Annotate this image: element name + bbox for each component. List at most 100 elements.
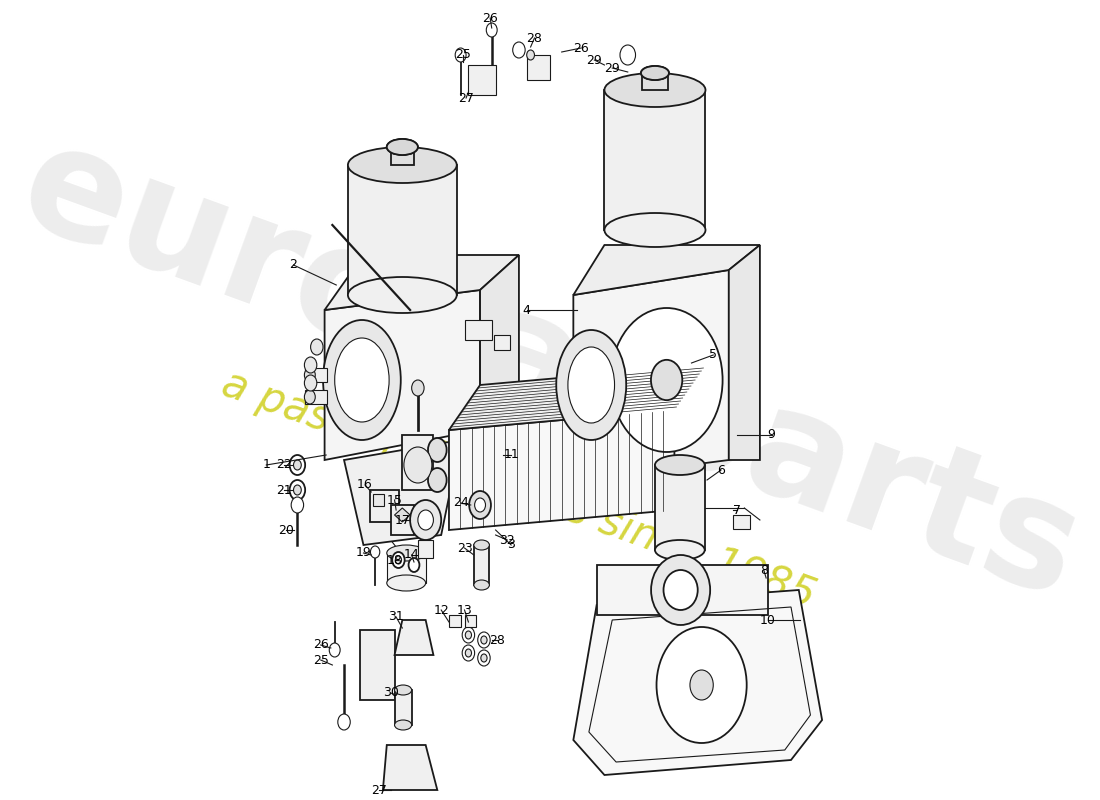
Circle shape <box>410 500 441 540</box>
Polygon shape <box>469 65 496 95</box>
Polygon shape <box>480 255 519 430</box>
Text: 24: 24 <box>453 497 469 510</box>
Bar <box>418 540 433 558</box>
Circle shape <box>428 438 447 462</box>
Circle shape <box>481 636 487 644</box>
Circle shape <box>481 654 487 662</box>
Circle shape <box>329 643 340 657</box>
Polygon shape <box>449 410 674 530</box>
Text: 4: 4 <box>522 303 530 317</box>
Polygon shape <box>729 245 760 460</box>
Ellipse shape <box>305 375 317 391</box>
Text: 31: 31 <box>388 610 404 623</box>
Bar <box>395 690 411 725</box>
Circle shape <box>474 498 485 512</box>
Circle shape <box>513 42 525 58</box>
Bar <box>464 615 476 627</box>
Polygon shape <box>383 745 438 790</box>
Circle shape <box>294 485 301 495</box>
Ellipse shape <box>663 570 697 610</box>
Bar <box>305 368 327 382</box>
Text: 16: 16 <box>358 478 373 491</box>
Circle shape <box>462 627 474 643</box>
Text: 23: 23 <box>456 542 472 554</box>
Polygon shape <box>527 55 550 80</box>
Bar <box>390 505 414 535</box>
Circle shape <box>338 714 350 730</box>
Ellipse shape <box>387 139 418 155</box>
Circle shape <box>486 23 497 37</box>
Polygon shape <box>573 270 729 480</box>
Ellipse shape <box>348 147 456 183</box>
Polygon shape <box>344 440 461 545</box>
Circle shape <box>465 649 472 657</box>
Circle shape <box>305 368 316 382</box>
Ellipse shape <box>387 575 426 591</box>
Circle shape <box>462 645 474 661</box>
Text: 7: 7 <box>733 503 740 517</box>
Text: 10: 10 <box>760 614 775 626</box>
Ellipse shape <box>474 540 490 550</box>
Ellipse shape <box>395 720 411 730</box>
Circle shape <box>393 552 405 568</box>
Ellipse shape <box>641 66 669 80</box>
Text: 14: 14 <box>404 549 419 562</box>
Text: 29: 29 <box>604 62 620 74</box>
Circle shape <box>289 480 305 500</box>
Circle shape <box>477 632 491 648</box>
Text: 13: 13 <box>456 603 472 617</box>
Circle shape <box>527 50 535 60</box>
Ellipse shape <box>310 339 323 355</box>
Circle shape <box>690 670 713 700</box>
Circle shape <box>371 546 380 558</box>
Bar <box>654 465 705 550</box>
Ellipse shape <box>568 347 615 423</box>
Circle shape <box>610 308 723 452</box>
Text: 11: 11 <box>504 449 519 462</box>
Ellipse shape <box>651 555 711 625</box>
Text: 26: 26 <box>573 42 588 54</box>
Text: 27: 27 <box>458 91 474 105</box>
Circle shape <box>620 45 636 65</box>
Text: 29: 29 <box>586 54 602 66</box>
Ellipse shape <box>641 66 669 80</box>
Polygon shape <box>395 620 433 655</box>
Ellipse shape <box>334 338 389 422</box>
Ellipse shape <box>395 685 411 695</box>
Bar <box>390 147 414 165</box>
Bar <box>403 435 433 490</box>
Text: 9: 9 <box>768 429 776 442</box>
Text: 26: 26 <box>312 638 329 651</box>
Text: 20: 20 <box>278 523 294 537</box>
Circle shape <box>292 497 304 513</box>
Ellipse shape <box>474 580 490 590</box>
Text: 2: 2 <box>289 258 297 271</box>
Polygon shape <box>573 590 822 775</box>
Circle shape <box>408 558 419 572</box>
Ellipse shape <box>305 357 317 373</box>
Bar <box>373 494 385 506</box>
Bar <box>305 390 327 404</box>
Text: 30: 30 <box>383 686 398 699</box>
Ellipse shape <box>557 330 626 440</box>
Text: 26: 26 <box>482 11 498 25</box>
Circle shape <box>411 380 425 396</box>
Text: 12: 12 <box>433 603 449 617</box>
Circle shape <box>651 360 682 400</box>
Text: 22: 22 <box>276 458 292 471</box>
Circle shape <box>477 650 491 666</box>
Polygon shape <box>449 365 705 430</box>
Text: 15: 15 <box>386 494 403 506</box>
Text: 27: 27 <box>371 783 387 797</box>
Bar <box>604 90 705 230</box>
Polygon shape <box>324 255 519 310</box>
Circle shape <box>395 556 402 564</box>
Polygon shape <box>324 290 480 460</box>
Text: 25: 25 <box>312 654 329 666</box>
Ellipse shape <box>387 139 418 155</box>
Text: 19: 19 <box>355 546 372 559</box>
Ellipse shape <box>323 320 400 440</box>
Text: 32: 32 <box>499 534 515 546</box>
Circle shape <box>404 447 432 483</box>
Text: 18: 18 <box>386 554 403 566</box>
